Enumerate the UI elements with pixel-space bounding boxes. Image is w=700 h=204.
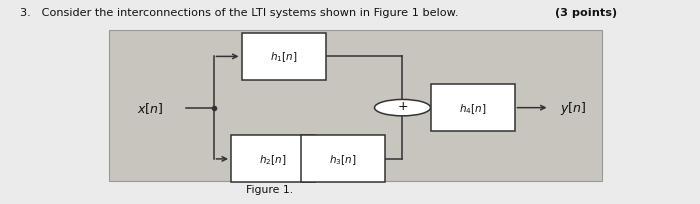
Bar bbox=[301, 136, 385, 183]
Bar bbox=[231, 136, 315, 183]
Text: $x[n]$: $x[n]$ bbox=[137, 101, 164, 115]
FancyBboxPatch shape bbox=[108, 31, 602, 182]
Text: $y[n]$: $y[n]$ bbox=[560, 100, 587, 116]
Text: $h_2[n]$: $h_2[n]$ bbox=[259, 152, 287, 166]
Text: $h_1[n]$: $h_1[n]$ bbox=[270, 50, 298, 64]
Text: (3 points): (3 points) bbox=[555, 8, 617, 18]
Bar bbox=[430, 85, 514, 132]
Text: 3.   Consider the interconnections of the LTI systems shown in Figure 1 below.: 3. Consider the interconnections of the … bbox=[20, 8, 462, 18]
Bar bbox=[241, 34, 326, 81]
Circle shape bbox=[374, 100, 430, 116]
Text: $h_4[n]$: $h_4[n]$ bbox=[458, 101, 486, 115]
Text: Figure 1.: Figure 1. bbox=[246, 184, 293, 194]
Text: +: + bbox=[397, 100, 408, 113]
Text: $h_3[n]$: $h_3[n]$ bbox=[329, 152, 357, 166]
